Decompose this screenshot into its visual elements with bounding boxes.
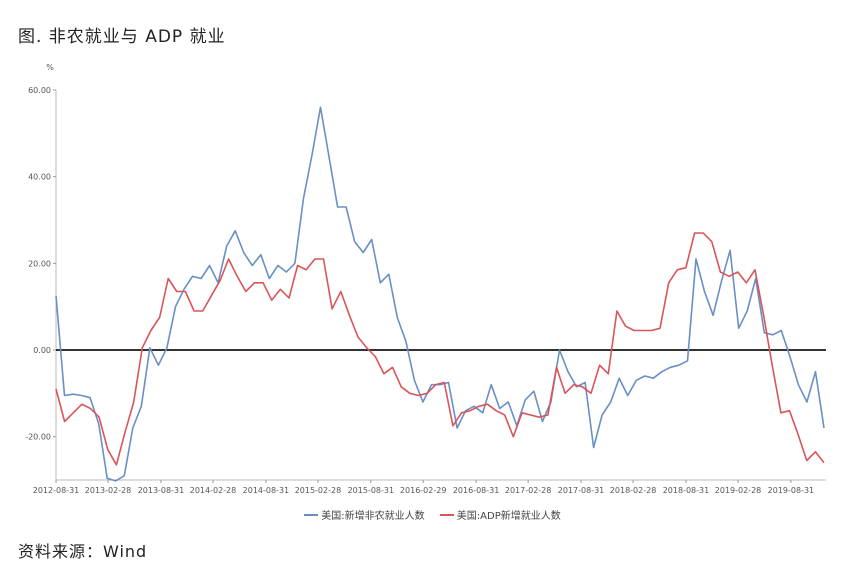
x-tick-label: 2017-08-31: [558, 486, 605, 495]
series-line-adp: [55, 232, 825, 466]
x-tick-label: 2013-08-31: [138, 486, 185, 495]
legend-swatch-adp: [439, 513, 454, 516]
chart-legend: 美国:新增非农就业人数 美国:ADP新增就业人数: [0, 507, 865, 522]
x-tick-label: 2016-08-31: [453, 486, 500, 495]
legend-item-adp: 美国:ADP新增就业人数: [439, 507, 561, 522]
line-chart: % -20.00 0.00 20.00 40.00 60.00 2012-08-31 2013…: [25, 63, 826, 495]
x-tick-label: 2019-02-28: [715, 486, 762, 495]
x-tick-label: 2015-02-28: [295, 486, 342, 495]
y-tick-label: 20.00: [28, 259, 51, 268]
x-tick-label: 2014-08-31: [243, 486, 290, 495]
x-tick-label: 2014-02-28: [190, 486, 237, 495]
figure-title: 图. 非农就业与 ADP 就业: [18, 27, 226, 47]
x-tick-label: 2015-08-31: [348, 486, 395, 495]
x-tick-label: 2012-08-31: [33, 486, 80, 495]
x-tick-label: 2019-08-31: [768, 486, 815, 495]
legend-swatch-nonfarm: [304, 513, 319, 516]
series-line-nonfarm: [55, 106, 825, 482]
legend-item-nonfarm: 美国:新增非农就业人数: [304, 507, 425, 522]
y-unit-label: %: [46, 63, 54, 72]
x-tick-label: 2013-02-28: [85, 486, 132, 495]
chart-axes: % -20.00 0.00 20.00 40.00 60.00 2012-08-31 2013…: [25, 63, 826, 495]
y-tick-label: -20.00: [25, 433, 51, 442]
y-tick-label: 60.00: [28, 86, 51, 95]
legend-label-nonfarm: 美国:新增非农就业人数: [321, 511, 425, 522]
series-layer: [55, 106, 825, 482]
x-tick-label: 2016-02-29: [400, 486, 447, 495]
x-tick-label: 2018-02-28: [610, 486, 657, 495]
legend-label-adp: 美国:ADP新增就业人数: [456, 511, 561, 522]
source-note: 资料来源：Wind: [18, 542, 148, 561]
x-tick-label: 2017-02-28: [505, 486, 552, 495]
y-tick-label: 0.00: [33, 346, 51, 355]
x-tick-label: 2018-08-31: [663, 486, 710, 495]
y-tick-label: 40.00: [28, 173, 51, 182]
